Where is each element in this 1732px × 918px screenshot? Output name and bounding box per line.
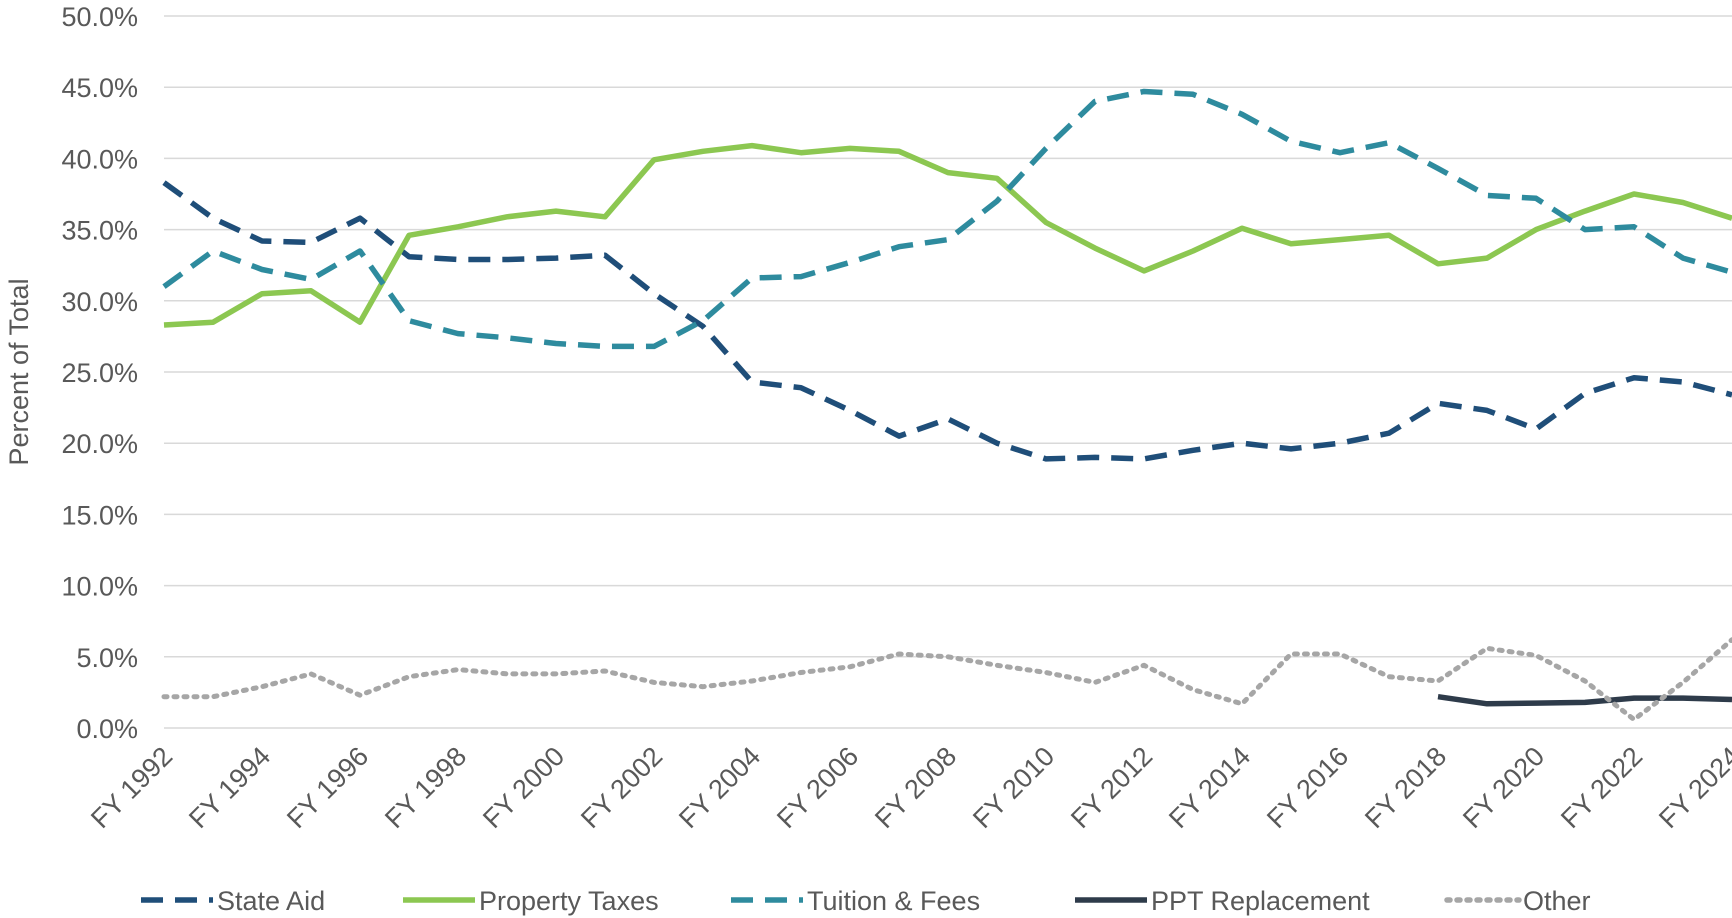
x-tick-label: FY 2020	[1457, 741, 1550, 834]
y-tick-label: 25.0%	[61, 358, 138, 388]
x-tick-label: FY 2006	[771, 741, 864, 834]
x-tick-label: FY 1996	[281, 741, 374, 834]
legend-label: Other	[1523, 886, 1591, 916]
y-tick-label: 50.0%	[61, 2, 138, 32]
y-tick-label: 35.0%	[61, 216, 138, 246]
x-tick-label: FY 2016	[1261, 741, 1354, 834]
x-tick-label: FY 2002	[575, 741, 668, 834]
series-line	[161, 637, 1732, 722]
y-tick-label: 15.0%	[61, 500, 138, 530]
x-tick-label: FY 1994	[183, 741, 276, 834]
x-tick-label: FY 2000	[477, 741, 570, 834]
series-line	[162, 180, 1732, 462]
y-axis-label: Percent of Total	[4, 278, 34, 465]
x-tick-label: FY 1998	[379, 741, 472, 834]
y-tick-label: 20.0%	[61, 429, 138, 459]
series-line	[1437, 693, 1732, 707]
legend-label: Tuition & Fees	[807, 886, 980, 916]
x-tick-label: FY 2004	[673, 741, 766, 834]
y-tick-label: 5.0%	[76, 643, 138, 673]
x-tick-label: FY 2014	[1163, 741, 1256, 834]
legend-label: State Aid	[217, 886, 325, 916]
y-tick-label: 45.0%	[61, 73, 138, 103]
x-tick-label: FY 1992	[85, 741, 178, 834]
x-tick-label: FY 2012	[1065, 741, 1158, 834]
x-tick-label: FY 2018	[1359, 741, 1452, 834]
x-tick-label: FY 2010	[967, 741, 1060, 834]
y-tick-label: 0.0%	[76, 714, 138, 744]
series-line	[162, 88, 1732, 350]
legend-label: PPT Replacement	[1151, 886, 1370, 916]
y-tick-label: 40.0%	[61, 144, 138, 174]
legend-label: Property Taxes	[479, 886, 659, 916]
y-tick-label: 30.0%	[61, 287, 138, 317]
series-line	[163, 142, 1732, 328]
x-tick-label: FY 2022	[1555, 741, 1648, 834]
x-tick-label: FY 2024	[1653, 741, 1732, 834]
y-tick-label: 10.0%	[61, 572, 138, 602]
x-tick-label: FY 2008	[869, 741, 962, 834]
